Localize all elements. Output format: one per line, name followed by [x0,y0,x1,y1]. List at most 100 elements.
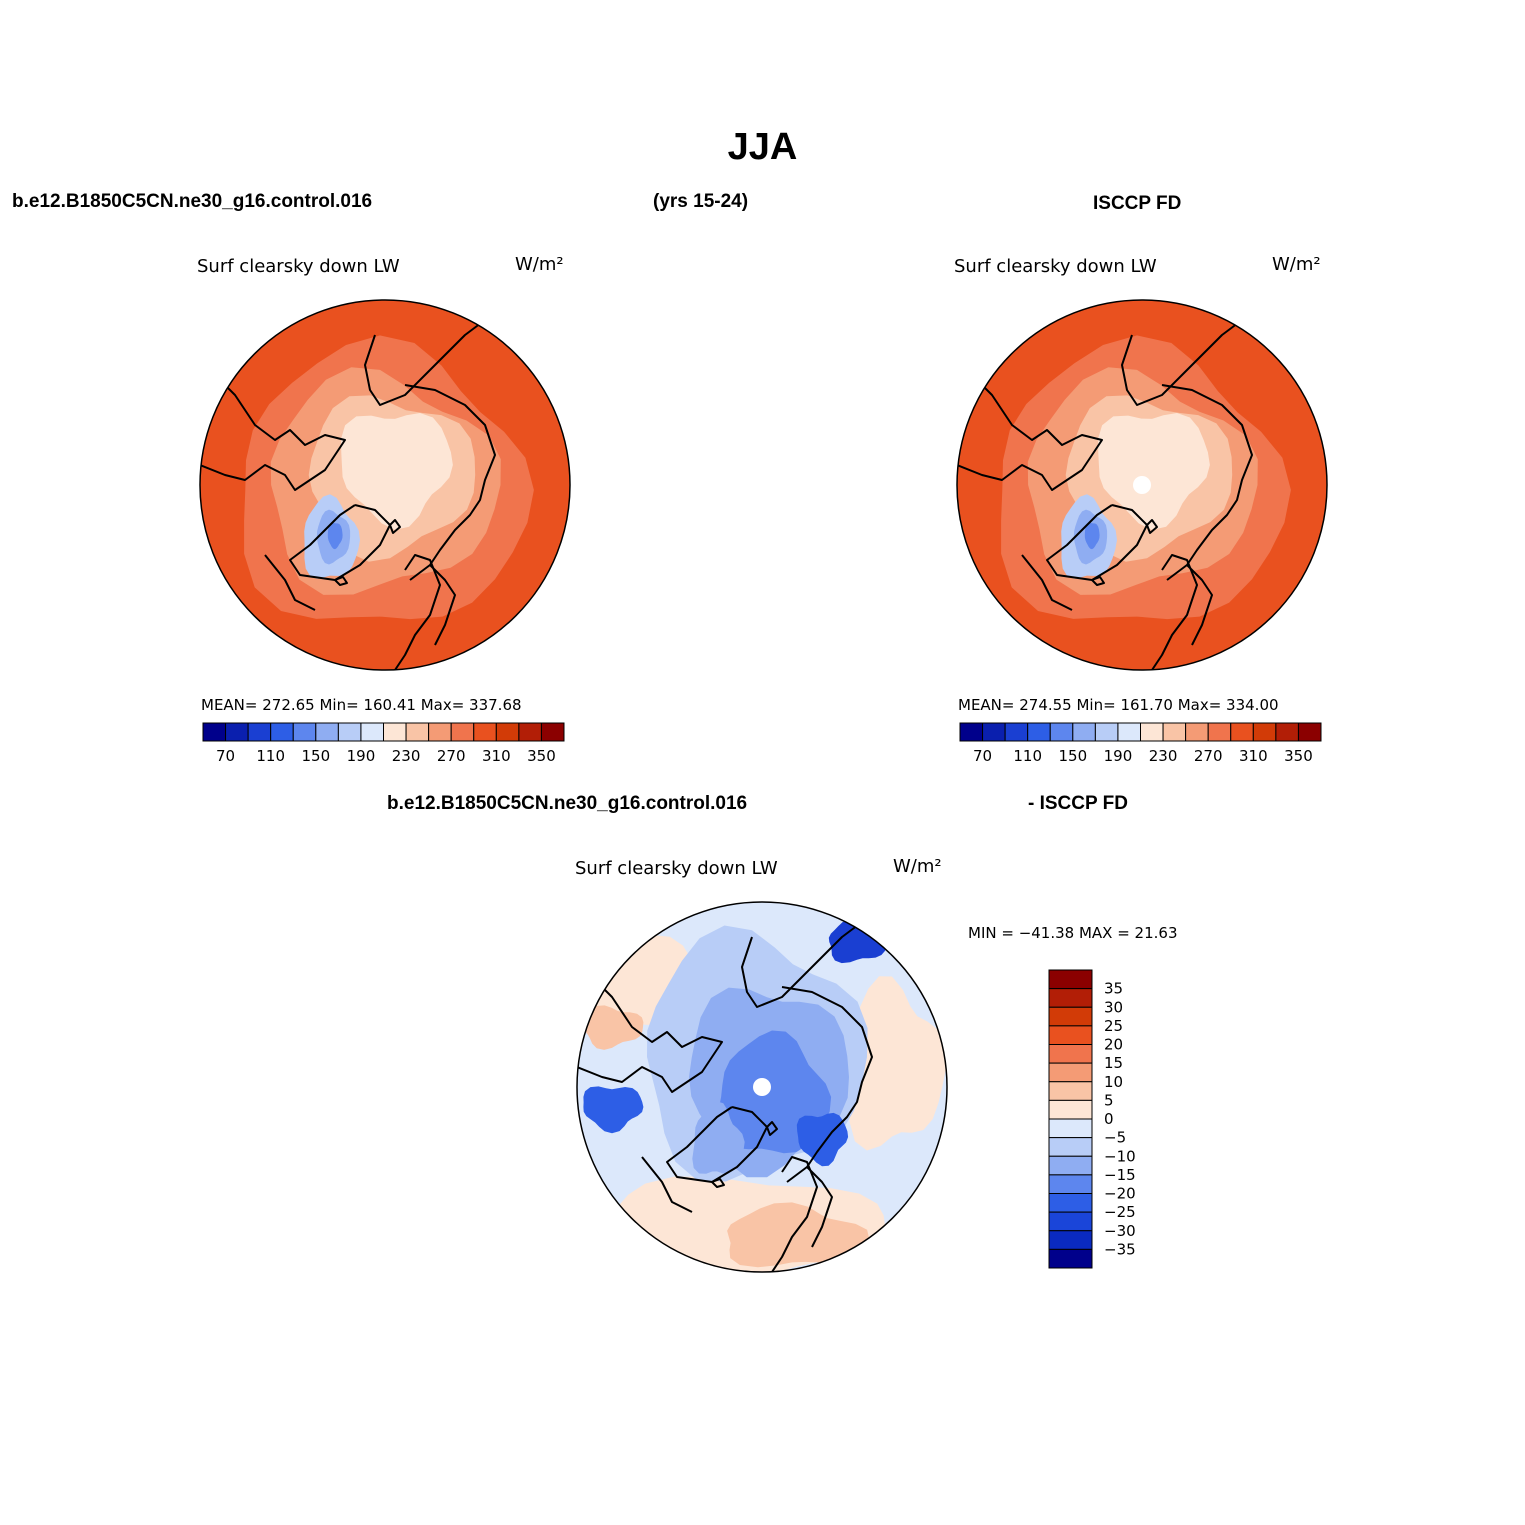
years-label: (yrs 15-24) [653,191,749,212]
obs-units-label: W/m² [1272,254,1321,275]
colorbar-box [225,722,249,742]
colorbar-tick-label: 10 [1104,1073,1123,1091]
colorbar-box [1185,722,1209,742]
colorbar-tick-label: −35 [1104,1240,1136,1258]
colorbar-box [1048,1137,1093,1157]
colorbar-box [450,722,475,742]
colorbar-tick-label: 310 [1239,747,1268,765]
colorbar-tick-label: 230 [392,747,421,765]
model-colorbar: 70 110 150 190 230 270 310 350 [202,722,565,765]
colorbar-box [518,722,542,742]
colorbar-box [1162,722,1187,742]
colorbar-tick-label: 270 [1194,747,1223,765]
diff-stats: MIN = −41.38 MAX = 21.63 [968,924,1178,942]
colorbar-box [1048,1211,1093,1232]
colorbar-box [1230,722,1254,742]
colorbar-box [1252,722,1277,742]
obs-name-top: ISCCP FD [1093,193,1182,214]
colorbar-tick-label: 30 [1104,998,1123,1016]
colorbar-box [1048,1193,1093,1213]
colorbar-box [1048,1174,1093,1194]
colorbar-box [1048,1099,1093,1120]
colorbar-tick-label: −30 [1104,1222,1136,1240]
colorbar-box [428,722,452,742]
colorbar-tick-label: 270 [437,747,466,765]
colorbar-box [383,722,407,742]
model-stats: MEAN= 272.65 Min= 160.41 Max= 337.68 [201,696,522,714]
colorbar-tick-label: 70 [216,747,235,765]
colorbar-tick-label: 230 [1149,747,1178,765]
colorbar-box [1004,722,1029,742]
colorbar-box [1275,722,1299,742]
colorbar-box [1048,988,1093,1008]
obs-name-diff: - ISCCP FD [1028,793,1128,814]
colorbar-box [315,722,339,742]
colorbar-tick-label: 5 [1104,1091,1114,1109]
colorbar-tick-label: −25 [1104,1203,1136,1221]
case-name-diff: b.e12.B1850C5CN.ne30_g16.control.016 [387,793,748,814]
colorbar-box [360,722,384,742]
model-units-label: W/m² [515,254,564,275]
colorbar-box [1049,722,1074,742]
colorbar-tick-label: 70 [973,747,992,765]
colorbar-box [959,722,984,742]
colorbar-tick-label: 20 [1104,1036,1123,1054]
diff-map [576,901,948,1273]
colorbar-box [1048,1155,1093,1176]
colorbar-box [982,722,1006,742]
colorbar-tick-label: 310 [482,747,511,765]
colorbar-box [1048,1006,1093,1027]
colorbar-tick-label: 350 [1284,747,1313,765]
diff-variable-label: Surf clearsky down LW [575,858,778,879]
colorbar-tick-label: 150 [1058,747,1087,765]
colorbar-box [1048,1248,1093,1269]
colorbar-box [1117,722,1141,742]
colorbar-box [1072,722,1096,742]
colorbar-box [337,722,362,742]
colorbar-box [1048,1118,1093,1139]
colorbar-box [270,722,294,742]
colorbar-box [405,722,430,742]
colorbar-tick-label: 150 [301,747,330,765]
colorbar-box [540,722,565,742]
colorbar-tick-label: −15 [1104,1166,1136,1184]
obs-stats: MEAN= 274.55 Min= 161.70 Max= 334.00 [958,696,1279,714]
colorbar-tick-label: −5 [1104,1129,1126,1147]
obs-variable-label: Surf clearsky down LW [954,256,1157,277]
colorbar-tick-label: 190 [1104,747,1133,765]
colorbar-box [1048,1062,1093,1083]
figure-title: JJA [727,126,798,168]
colorbar-tick-label: 110 [1013,747,1042,765]
obs-colorbar: 70 110 150 190 230 270 310 350 [959,722,1322,765]
model-variable-label: Surf clearsky down LW [197,256,400,277]
colorbar-box [202,722,227,742]
colorbar-tick-label: 190 [347,747,376,765]
colorbar-tick-label: −10 [1104,1147,1136,1165]
colorbar-box [1140,722,1164,742]
colorbar-tick-label: 0 [1104,1110,1114,1128]
colorbar-tick-label: 35 [1104,980,1123,998]
colorbar-box [473,722,497,742]
colorbar-box [292,722,317,742]
colorbar-box [495,722,520,742]
colorbar-box [247,722,272,742]
colorbar-box [1048,1025,1093,1045]
colorbar-box [1048,969,1093,990]
colorbar-box [1048,1230,1093,1250]
colorbar-tick-label: 110 [256,747,285,765]
case-name-top: b.e12.B1850C5CN.ne30_g16.control.016 [12,191,373,212]
colorbar-tick-label: 350 [527,747,556,765]
colorbar-tick-label: 25 [1104,1017,1123,1035]
model-map [199,299,571,671]
colorbar-box [1027,722,1051,742]
obs-map [956,299,1328,671]
colorbar-tick-label: 15 [1104,1054,1123,1072]
diff-units-label: W/m² [893,856,942,877]
colorbar-box [1048,1044,1093,1064]
colorbar-box [1207,722,1232,742]
colorbar-box [1094,722,1119,742]
colorbar-box [1048,1081,1093,1101]
colorbar-box [1297,722,1322,742]
